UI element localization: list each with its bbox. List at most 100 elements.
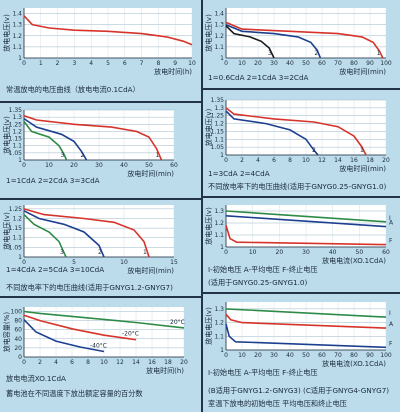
x-tick-label: 2	[240, 157, 244, 164]
x-tick-label: 4	[256, 157, 260, 164]
x-axis-label: 放电电流(XO.1CdA)	[322, 256, 386, 265]
x-tick-label: 70	[334, 60, 342, 67]
y-tick-label: 1.2	[214, 33, 224, 40]
y-tick-label: 1.25	[211, 113, 225, 120]
x-tick-label: 80	[350, 352, 358, 359]
series-label: A	[389, 321, 394, 328]
y-tick-label: 1.2	[214, 121, 224, 128]
panel-divider	[203, 88, 400, 90]
panel-divider	[0, 101, 201, 103]
series-label: 1	[360, 147, 364, 154]
x-axis-label: 放电时间(h)	[154, 67, 192, 76]
series-label: 3	[61, 152, 65, 159]
chart-title: (B适用于GNYG1.2-GNYG3) (C适用于GNYG4-GNYG7)	[208, 386, 389, 395]
x-tick-label: 50	[145, 162, 153, 169]
y-axis-label: 放电电压(v)	[2, 212, 11, 250]
x-tick-label: 50	[356, 249, 364, 256]
x-tick-label: 16	[350, 157, 358, 164]
x-tick-label: 5	[106, 60, 110, 67]
x-axis-label: 放电时间(min)	[127, 169, 174, 178]
y-tick-label: 60	[14, 327, 22, 334]
y-tick-label: 20	[14, 345, 22, 352]
x-tick-label: 6	[272, 157, 276, 164]
x-tick-label: 30	[302, 249, 310, 256]
chart-title: 不同放电率下的电压曲线(适用于GNYG0.25-GNYG1.0)	[208, 182, 387, 191]
x-tick-label: 6	[123, 60, 127, 67]
y-tick-label: 1.25	[9, 206, 23, 213]
x-tick-label: 3	[72, 60, 76, 67]
chart-caption: 放电电流XO.1CdA	[6, 374, 66, 383]
x-axis-label: 放电时间(min)	[339, 164, 386, 173]
panel-divider	[203, 292, 400, 294]
series-line	[23, 117, 88, 161]
series-line	[23, 15, 193, 46]
y-tick-label: 1.3	[12, 114, 22, 121]
y-tick-label: 0	[18, 354, 22, 361]
y-axis-label: 放电容量(%)	[2, 312, 11, 352]
series-line	[23, 120, 68, 161]
series-line	[225, 107, 367, 156]
x-tick-label: 2	[38, 359, 42, 366]
chart-title: (适用于GNYG0.25-GNYG1.0)	[208, 278, 307, 287]
series-label: 2	[98, 249, 102, 256]
x-tick-label: 20	[254, 352, 262, 359]
x-tick-label: 50	[302, 60, 310, 67]
x-tick-label: 16	[148, 359, 156, 366]
y-tick-label: 1.4	[12, 11, 22, 18]
series-line	[225, 210, 387, 223]
x-tick-label: 14	[334, 157, 342, 164]
x-tick-label: 5	[72, 259, 76, 266]
x-tick-label: 60	[318, 352, 326, 359]
chart-title: 不同放电率下的电压曲线(适用于GNYG1.2-GNYG7)	[6, 283, 173, 292]
x-tick-label: 10	[249, 249, 257, 256]
panel-divider	[0, 198, 201, 200]
y-tick-label: 1.1	[12, 235, 22, 242]
x-tick-label: 40	[329, 249, 337, 256]
series-line	[225, 225, 387, 246]
x-tick-label: 100	[380, 352, 392, 359]
x-tick-label: 0	[22, 60, 26, 67]
panel-divider	[0, 296, 201, 298]
y-tick-label: 80	[14, 318, 22, 325]
y-tick-label: 1	[18, 254, 22, 261]
x-tick-label: 0	[224, 60, 228, 67]
x-tick-label: 20	[276, 249, 284, 256]
x-tick-label: 14	[132, 359, 140, 366]
series-line	[225, 323, 387, 349]
series-label: -40°C	[90, 343, 107, 350]
x-tick-label: 20	[382, 157, 390, 164]
x-tick-label: 6	[70, 359, 74, 366]
chart-caption: 1=1CdA 2=2CdA 3=3CdA	[6, 176, 100, 185]
x-tick-label: 50	[302, 352, 310, 359]
x-axis-label: 放电时间(min)	[127, 266, 174, 275]
x-tick-label: 10	[45, 162, 53, 169]
y-tick-label: 1.1	[12, 44, 22, 51]
x-tick-label: 30	[95, 162, 103, 169]
x-tick-label: 10	[302, 157, 310, 164]
series-line	[225, 313, 387, 329]
x-tick-label: 0	[22, 162, 26, 169]
x-tick-label: 90	[366, 60, 374, 67]
y-tick-label: 1.35	[211, 97, 225, 104]
y-tick-label: 1.1	[214, 136, 224, 143]
y-axis-label: 放电电压(v)	[204, 108, 213, 146]
series-label: F	[389, 340, 393, 347]
x-tick-label: 10	[238, 352, 246, 359]
chart-title: 蓄电池在不同温度下放出额定容量的百分数	[6, 389, 143, 398]
y-tick-label: 1.25	[9, 121, 23, 128]
y-tick-label: 1.3	[214, 22, 224, 29]
y-tick-label: 1	[18, 157, 22, 164]
y-tick-label: 1.1	[214, 333, 224, 340]
series-label: A	[389, 220, 394, 227]
chart-caption: I-初始电压 A-平均电压 F-终止电压	[208, 265, 318, 274]
y-tick-label: 1.1	[214, 44, 224, 51]
series-label: 1	[143, 249, 147, 256]
series-label: 1	[377, 50, 381, 57]
series-line	[225, 308, 387, 318]
x-tick-label: 30	[270, 352, 278, 359]
y-tick-label: 1.2	[214, 220, 224, 227]
x-tick-label: 20	[254, 60, 262, 67]
x-tick-label: 100	[380, 60, 392, 67]
x-tick-label: 10	[188, 60, 196, 67]
